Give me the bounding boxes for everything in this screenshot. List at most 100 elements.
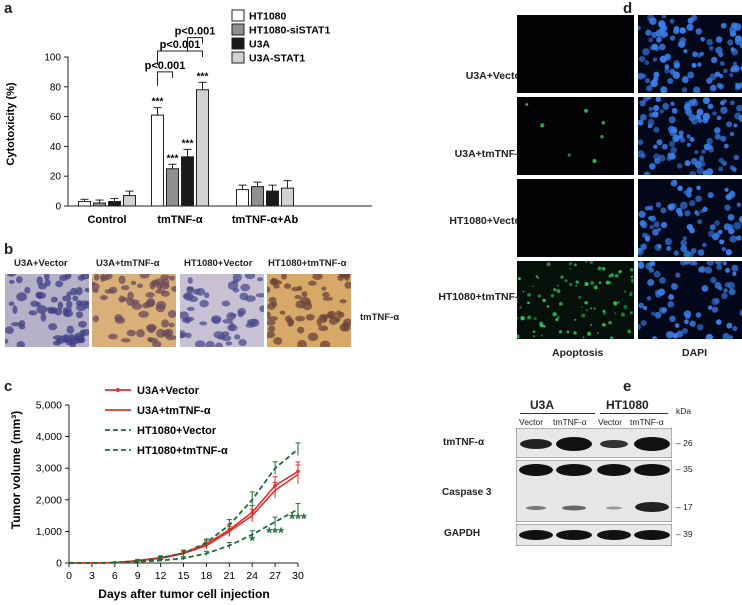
ihc-nucleus (308, 280, 317, 286)
dapi-nucleus (698, 266, 704, 273)
ihc-nucleus (339, 299, 347, 304)
ihc-image-u3a-tmtnf (92, 274, 176, 347)
dapi-nucleus (647, 15, 655, 22)
dapi-nucleus (656, 36, 662, 43)
dapi-nucleus (639, 99, 646, 107)
apoptotic-cell (608, 321, 612, 325)
dapi-nucleus (669, 18, 675, 24)
dapi-nucleus (707, 103, 714, 110)
ihc-nucleus (8, 279, 15, 284)
ihc-nucleus (297, 326, 305, 334)
apoptotic-cell (519, 306, 522, 309)
apoptotic-cell (629, 293, 632, 297)
dapi-nucleus (711, 306, 719, 313)
dapi-nucleus (692, 51, 698, 58)
ihc-nucleus (36, 305, 48, 314)
a-bar (123, 195, 136, 207)
dapi-nucleus (725, 249, 732, 256)
apoptotic-cell (517, 300, 518, 303)
dapi-nucleus (681, 87, 688, 93)
dapi-nucleus (659, 276, 666, 284)
apoptotic-cell (517, 316, 519, 320)
dapi-nucleus (714, 71, 721, 78)
ihc-nucleus (186, 286, 194, 294)
dapi-nucleus (678, 130, 684, 136)
ihc-nucleus (271, 277, 277, 285)
ihc-nucleus (268, 296, 277, 304)
apoptotic-cell (601, 266, 606, 271)
apoptotic-cell (532, 330, 536, 334)
dapi-nucleus (647, 123, 653, 129)
dapi-nucleus (722, 99, 727, 104)
panel-label-c: c (4, 378, 13, 395)
ihc-nucleus (165, 334, 176, 341)
ihc-nucleus (99, 295, 108, 301)
dapi-nucleus (684, 160, 691, 167)
dapi-nucleus (723, 143, 729, 149)
dapi-nucleus (638, 72, 645, 80)
apoptotic-cell (540, 123, 545, 128)
dapi-nucleus (730, 190, 735, 196)
a-legend-label: HT1080-siSTAT1 (249, 25, 330, 37)
c-legend-marker (116, 388, 120, 392)
ihc-nucleus (92, 288, 99, 293)
ihc-nucleus (120, 285, 130, 291)
a-ytick-label: 60 (50, 112, 62, 123)
apoptosis-image-ht1080-tmtnf (517, 261, 634, 339)
ihc-nucleus (5, 326, 14, 334)
dapi-nucleus (651, 311, 656, 316)
dapi-nucleus (727, 214, 735, 221)
ihc-nucleus (221, 300, 231, 307)
dapi-nucleus (640, 243, 647, 251)
apoptotic-cell (537, 277, 539, 280)
a-bar (236, 189, 249, 207)
ihc-nucleus (147, 327, 155, 333)
ihc-nucleus (255, 293, 264, 298)
ihc-nucleus (66, 291, 72, 297)
c-xtick-label: 3 (89, 570, 95, 582)
c-ytick-label: 1,000 (36, 526, 62, 538)
dapi-nucleus (689, 320, 696, 327)
dapi-nucleus (689, 136, 695, 143)
dapi-nucleus (707, 305, 713, 310)
apoptotic-cell (558, 330, 563, 334)
dapi-nucleus (682, 236, 687, 241)
d-col-label-apoptosis: Apoptosis (552, 347, 604, 359)
c-ytick-label: 4,000 (36, 431, 62, 443)
dapi-nucleus (673, 25, 680, 32)
dapi-nucleus (661, 15, 667, 19)
dapi-nucleus (648, 205, 654, 211)
apoptotic-cell (517, 334, 520, 339)
b-label-u3a-tmtnf: U3A+tmTNF-α (96, 258, 160, 269)
apoptotic-cell (609, 336, 614, 339)
c-legend-label: HT1080+tmTNF-α (137, 445, 228, 457)
ihc-nucleus (139, 274, 150, 279)
apoptotic-cell (601, 322, 606, 327)
ihc-nucleus (240, 283, 251, 292)
dapi-nucleus (668, 116, 676, 124)
dapi-nucleus (638, 262, 645, 269)
dapi-nucleus (670, 179, 678, 187)
ihc-nucleus (344, 281, 351, 289)
dapi-nucleus (739, 43, 742, 49)
dapi-nucleus (702, 97, 710, 105)
d-row-label-u3a-tmtnf: U3A+tmTNF-α (454, 148, 525, 160)
c-ytick-label: 2,000 (36, 494, 62, 506)
c-xtick-label: 12 (155, 570, 167, 582)
dapi-nucleus (714, 220, 720, 226)
ihc-nucleus (145, 292, 155, 298)
dapi-nucleus (720, 135, 727, 142)
a-bar (108, 201, 121, 207)
c-xtick-label: 27 (269, 570, 281, 582)
dapi-nucleus (674, 323, 680, 328)
ihc-nucleus (222, 318, 233, 324)
apoptotic-cell (630, 278, 634, 283)
c-xtick-label: 30 (292, 570, 304, 582)
a-legend-swatch (231, 9, 245, 22)
apoptotic-cell (590, 280, 595, 286)
apoptotic-cell (566, 330, 570, 334)
apoptotic-cell (535, 275, 538, 278)
dapi-nucleus (666, 245, 672, 251)
ihc-nucleus (75, 311, 84, 319)
apoptotic-cell (582, 336, 585, 339)
